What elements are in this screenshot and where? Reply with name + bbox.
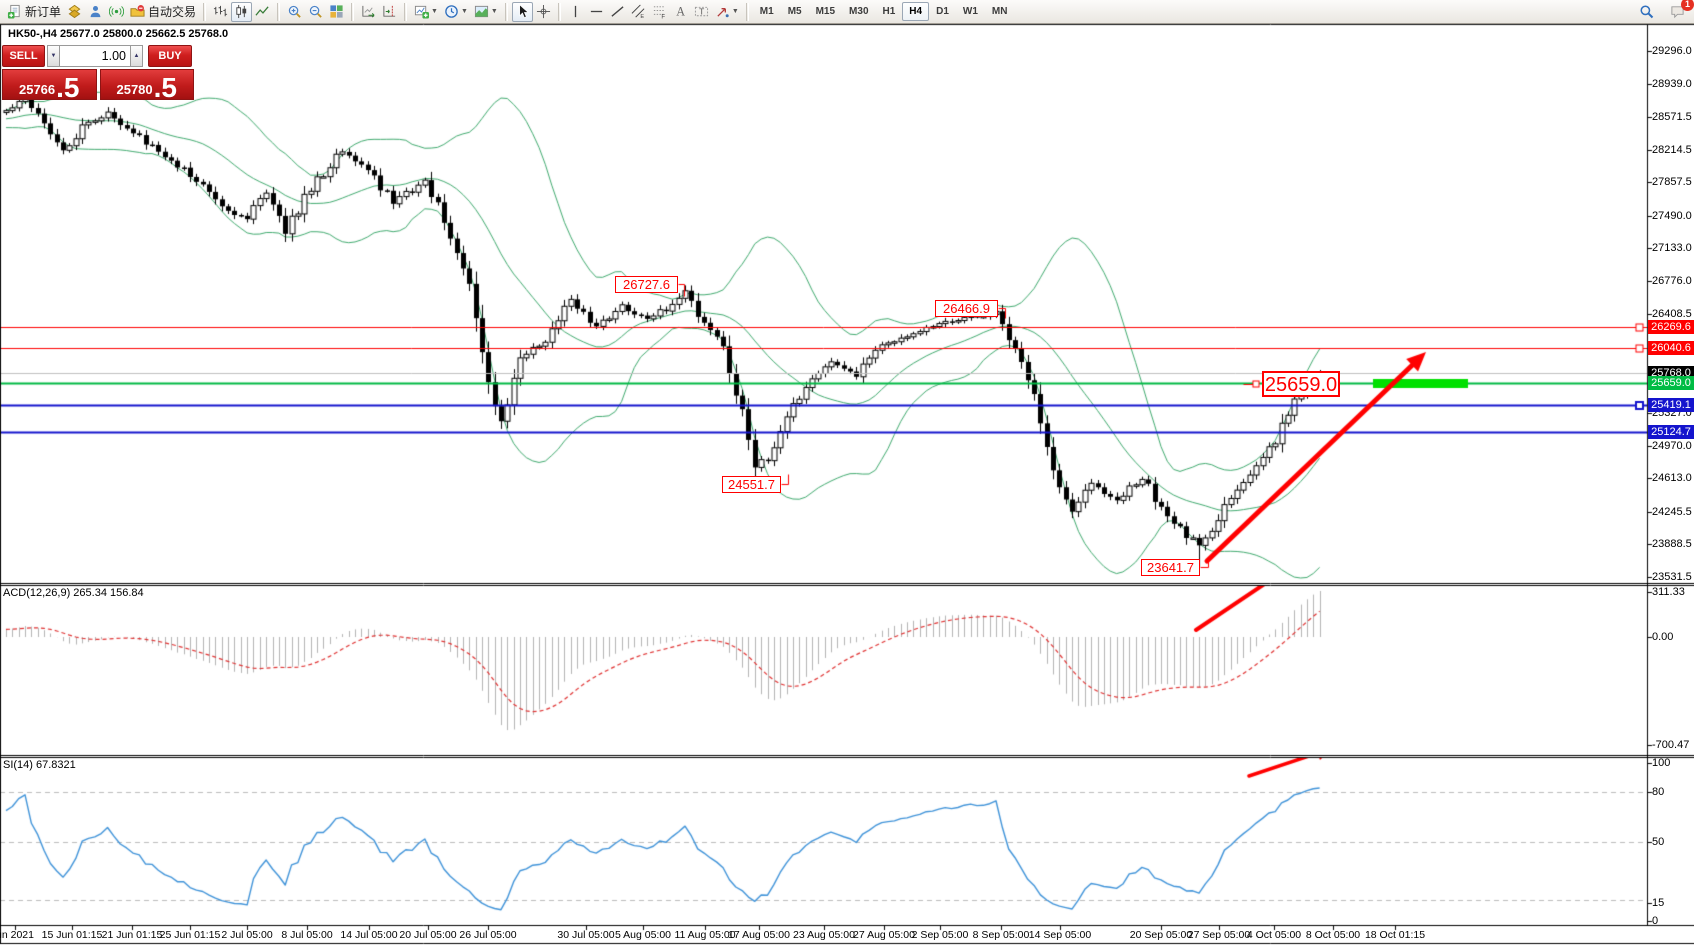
sell-button[interactable]: SELL [2, 45, 45, 67]
chart-shift-icon[interactable] [379, 2, 400, 22]
candlestick-chart-icon[interactable] [231, 1, 253, 22]
volume-input[interactable] [60, 45, 130, 67]
svg-text:T: T [699, 6, 704, 16]
signals-icon[interactable] [106, 2, 127, 22]
cursor-icon[interactable] [511, 1, 533, 22]
zoom-in-icon[interactable] [284, 2, 305, 22]
toolbar-separator [203, 2, 207, 21]
ask-price-int: 25780 [116, 82, 153, 97]
depth-of-market-icon[interactable] [64, 2, 85, 22]
timeframe-button-h4[interactable]: H4 [902, 2, 930, 21]
svg-text:F: F [661, 14, 665, 19]
tile-windows-icon[interactable] [326, 2, 347, 22]
ask-price-dec: .5 [153, 71, 177, 103]
timeframe-button-m5[interactable]: M5 [787, 6, 802, 17]
timeframe-button-h1[interactable]: H1 [882, 6, 896, 17]
toolbar-separator [404, 2, 408, 21]
fibonacci-icon[interactable]: F [649, 2, 670, 22]
timeframes-menu-icon[interactable]: ▼ [441, 2, 471, 22]
chevron-down-icon: ▼ [460, 8, 468, 15]
arrows-icon[interactable]: ▼ [712, 2, 742, 22]
crosshair-icon[interactable] [533, 2, 554, 22]
line-chart-icon[interactable] [252, 2, 273, 22]
timeframe-button-d1[interactable]: D1 [936, 6, 949, 17]
ask-price-display[interactable]: 25780 .5 [99, 69, 194, 103]
equidistant-channel-icon[interactable]: E [628, 2, 649, 22]
zoom-out-icon[interactable] [305, 2, 326, 22]
new-chart-icon[interactable]: ▼ [411, 2, 441, 22]
metaeditor-icon[interactable] [85, 2, 106, 22]
bar-chart-icon[interactable] [210, 2, 231, 22]
timeframe-button-m1[interactable]: M1 [759, 6, 774, 17]
horizontal-line-icon[interactable] [586, 2, 607, 22]
notification-count-badge: 1 [1681, 0, 1694, 11]
bid-price-dec: .5 [56, 71, 80, 103]
vertical-line-icon[interactable] [565, 2, 586, 22]
one-click-trading-panel: SELL ▼ ▲ BUY 25766 .5 25780 .5 [2, 45, 194, 103]
toolbar-separator [277, 2, 281, 21]
chart-template-icon[interactable]: ▼ [471, 2, 501, 22]
toolbar-separator [351, 2, 355, 21]
svg-text:E: E [640, 14, 644, 19]
toolbar: 新订单 自动交易 ▼ ▼ ▼ E F A T ▼ M1 M5 M15 M30 H1 H4 D1 W1 MN 1 [0, 0, 1694, 24]
svg-text:A: A [676, 5, 685, 19]
timeframe-button-m30[interactable]: M30 [849, 6, 869, 17]
timeframe-button-mn[interactable]: MN [991, 6, 1008, 17]
buy-button[interactable]: BUY [148, 45, 192, 67]
timeframe-button-w1[interactable]: W1 [962, 6, 978, 17]
auto-trading-icon[interactable]: 自动交易 [127, 2, 199, 22]
text-label-icon[interactable]: T [691, 2, 712, 22]
bid-price-int: 25766 [18, 82, 56, 97]
auto-scroll-icon[interactable] [358, 2, 379, 22]
chevron-down-icon: ▼ [731, 8, 739, 15]
text-icon[interactable]: A [670, 2, 691, 22]
toolbar-separator [504, 2, 508, 21]
toolbar-separator [557, 2, 561, 21]
volume-increase-button[interactable]: ▲ [130, 45, 143, 67]
volume-decrease-button[interactable]: ▼ [47, 45, 60, 67]
new-order-icon[interactable]: 新订单 [4, 2, 64, 22]
chevron-down-icon: ▼ [490, 8, 498, 15]
search-icon[interactable] [1636, 2, 1657, 22]
timeframe-button-m15[interactable]: M15 [815, 6, 836, 17]
bid-price-display[interactable]: 25766 .5 [2, 69, 97, 103]
chevron-down-icon: ▼ [431, 8, 438, 15]
trendline-icon[interactable] [607, 2, 628, 22]
toolbar-separator [745, 2, 749, 21]
